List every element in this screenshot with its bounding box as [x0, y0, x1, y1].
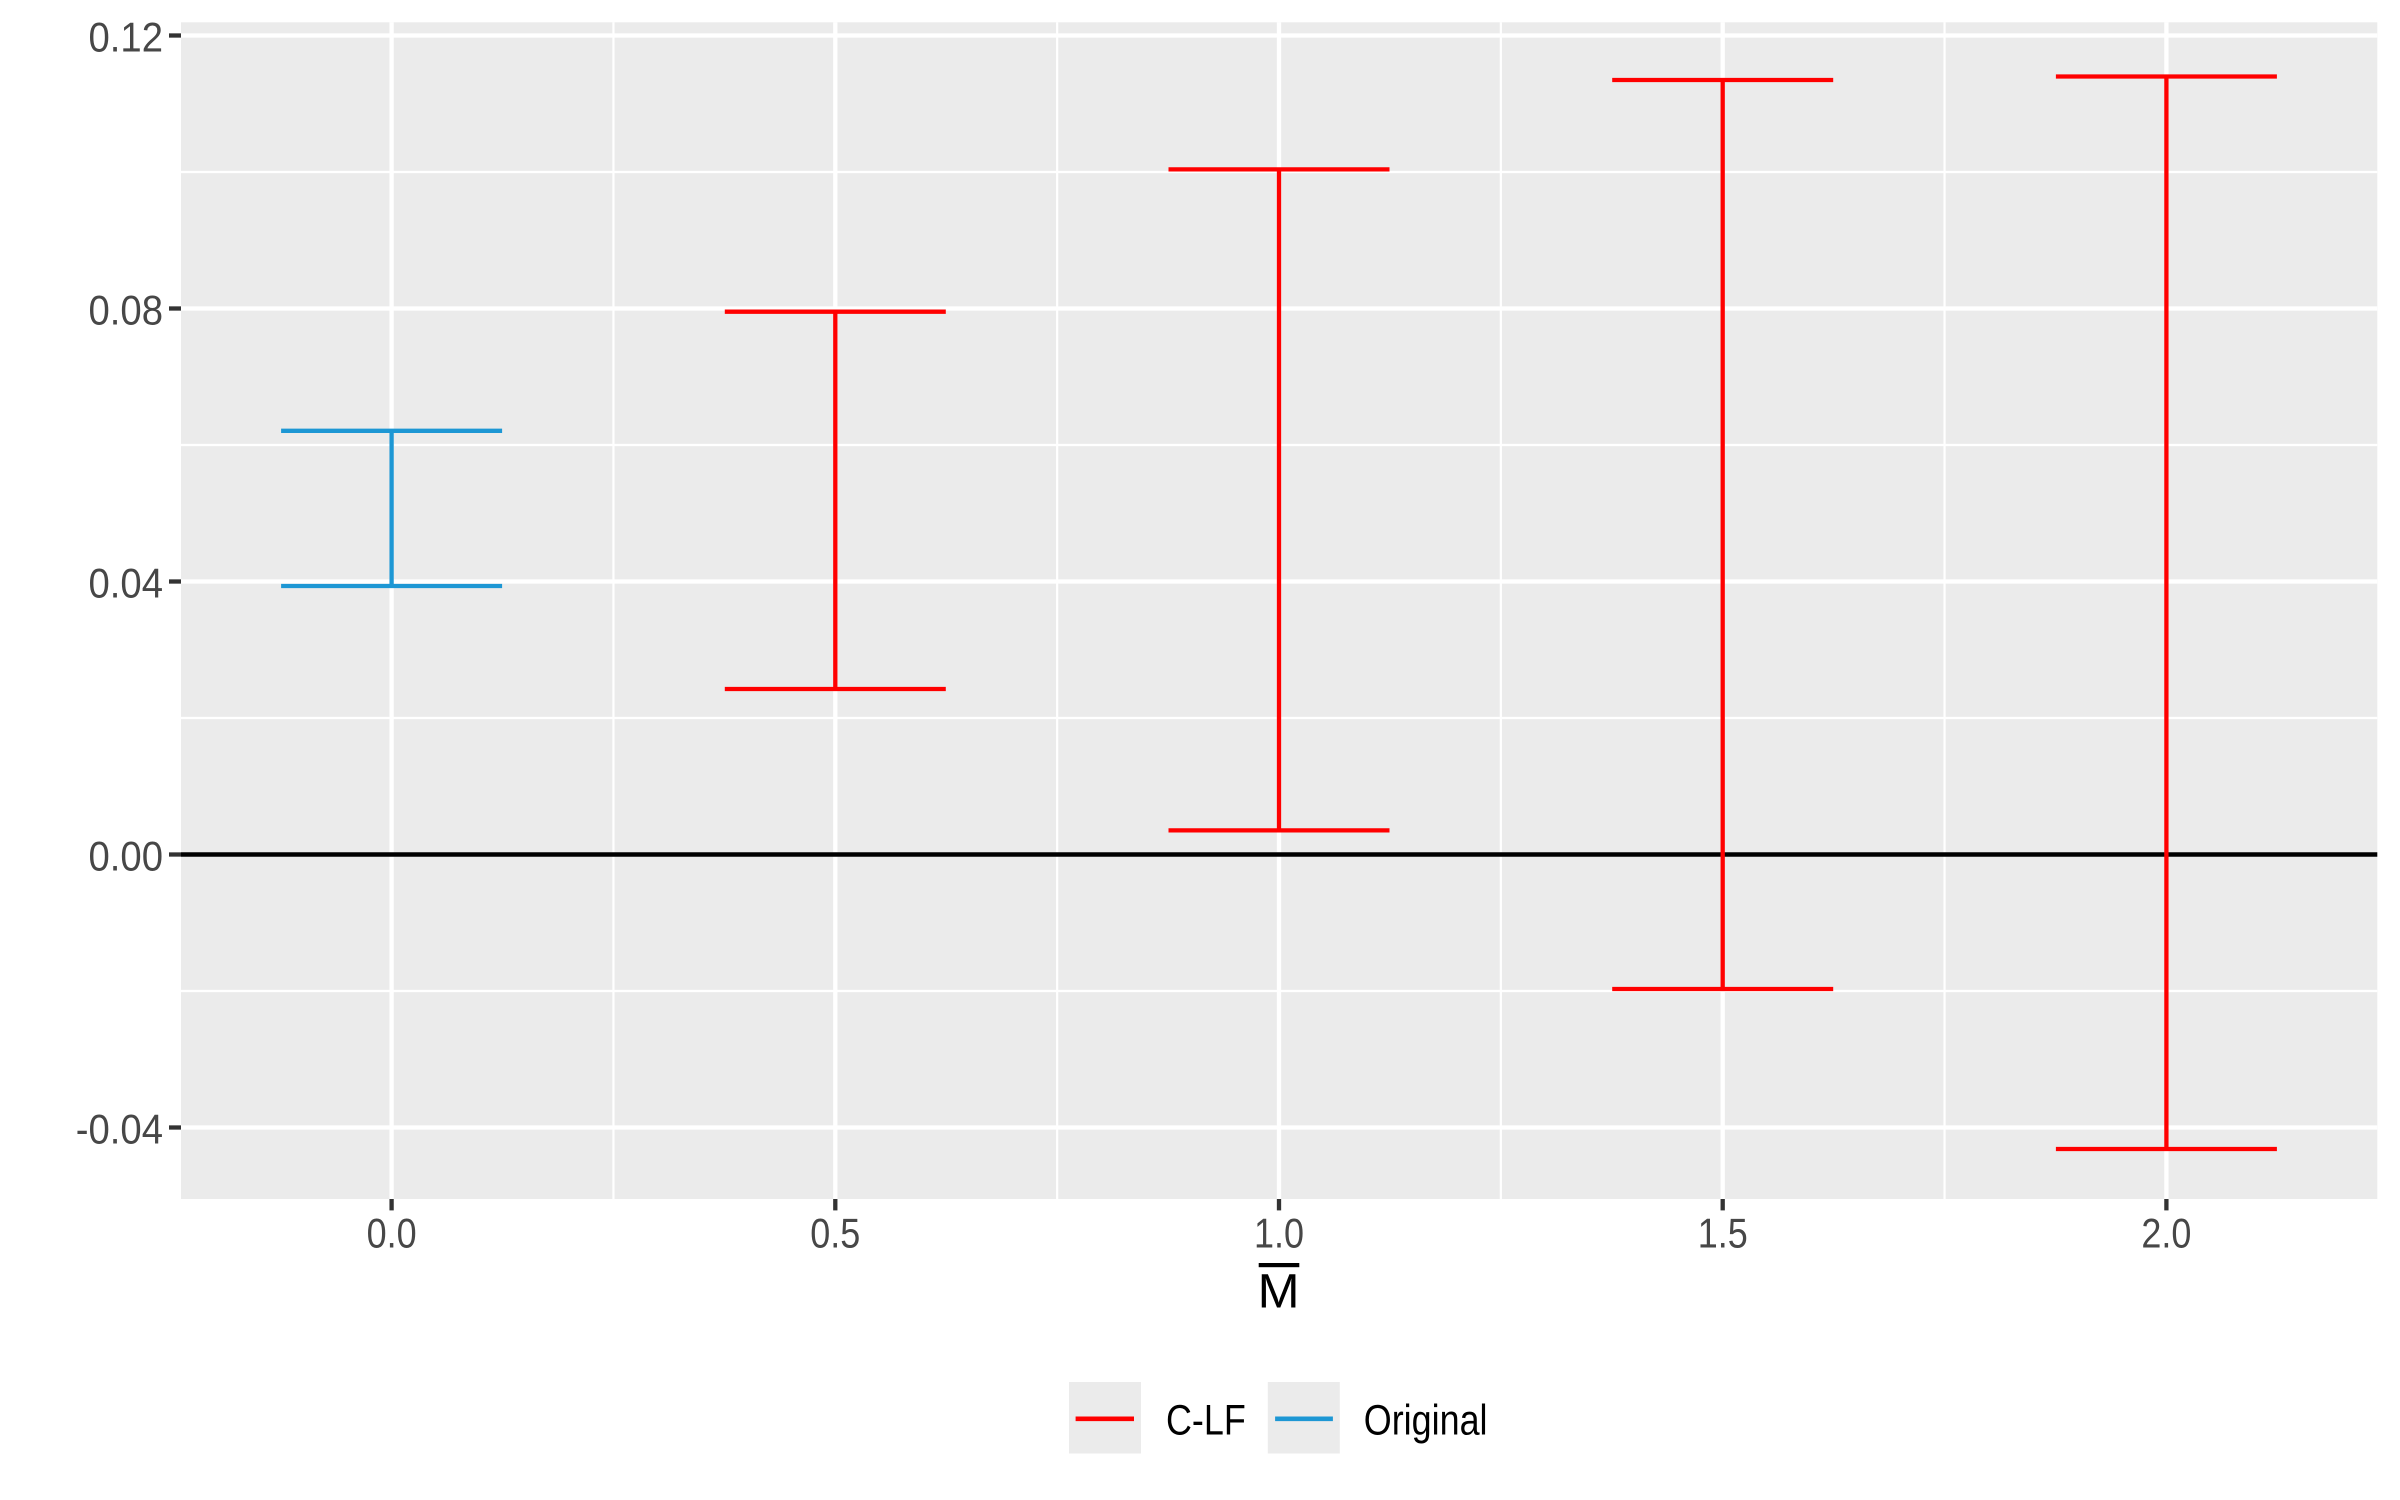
svg-text:M: M [1258, 1264, 1300, 1318]
svg-text:2.0: 2.0 [2141, 1211, 2191, 1257]
svg-text:0.12: 0.12 [89, 15, 163, 61]
svg-text:C-LF: C-LF [1166, 1396, 1246, 1444]
svg-text:0.00: 0.00 [89, 834, 163, 880]
svg-text:-0.04: -0.04 [76, 1107, 163, 1153]
svg-text:1.5: 1.5 [1698, 1211, 1748, 1257]
svg-text:0.04: 0.04 [89, 561, 163, 607]
svg-text:1.0: 1.0 [1254, 1211, 1304, 1257]
svg-text:0.08: 0.08 [89, 288, 163, 334]
svg-text:0.5: 0.5 [810, 1211, 860, 1257]
svg-text:Original: Original [1364, 1396, 1488, 1444]
svg-text:0.0: 0.0 [367, 1211, 417, 1257]
